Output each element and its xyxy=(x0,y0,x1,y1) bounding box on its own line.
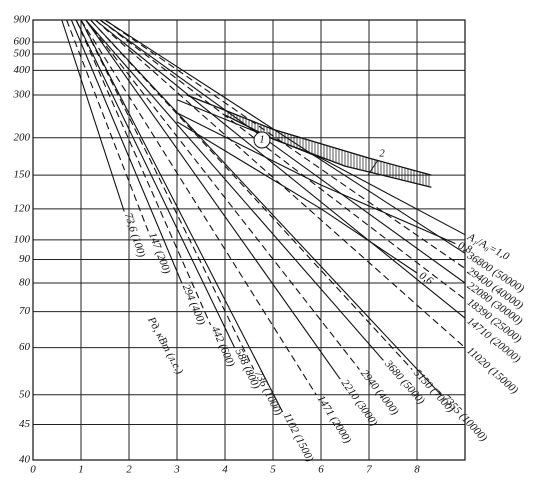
data-line xyxy=(85,19,341,380)
data-line xyxy=(80,19,284,413)
y-tick-label: 400 xyxy=(14,64,31,76)
y-tick-label: 40 xyxy=(19,454,31,466)
data-line xyxy=(85,19,360,370)
y-tick-label: 900 xyxy=(14,14,31,26)
data-line xyxy=(95,19,466,319)
data-line xyxy=(75,19,212,326)
annotation-circle xyxy=(253,131,271,149)
data-line xyxy=(66,19,149,232)
data-line xyxy=(80,19,317,396)
y-tick-label: 90 xyxy=(19,253,31,265)
data-line xyxy=(104,19,466,269)
y-tick-label: 120 xyxy=(14,202,31,214)
y-tick-label: 60 xyxy=(19,341,31,353)
x-tick-label: 2 xyxy=(126,464,132,476)
series-label: 0,8 xyxy=(456,240,474,257)
plot-frame xyxy=(32,19,466,461)
x-tick-label: 8 xyxy=(414,464,420,476)
data-line xyxy=(80,19,255,370)
data-line xyxy=(70,19,183,284)
x-tick-label: 7 xyxy=(366,464,372,476)
x-tick-label: 5 xyxy=(270,464,276,476)
data-line xyxy=(61,19,125,212)
annotation: 2 xyxy=(379,148,385,160)
y-tick-label: 300 xyxy=(13,89,31,101)
y-tick-label: 150 xyxy=(14,169,31,181)
data-line xyxy=(176,121,418,274)
y-tick-label: 80 xyxy=(19,276,31,288)
data-line xyxy=(176,112,456,245)
x-tick-label: 4 xyxy=(222,464,228,476)
y-tick-label: 200 xyxy=(14,131,31,143)
y-tick-label: 100 xyxy=(14,233,31,245)
x-tick-label: 0 xyxy=(30,464,36,476)
data-line xyxy=(176,99,466,236)
x-tick-label: 6 xyxy=(318,464,324,476)
data-line xyxy=(90,19,442,396)
annotation: 1 xyxy=(259,134,265,146)
annotation-leader xyxy=(367,159,379,176)
y-tick-label: 45 xyxy=(19,418,31,430)
x-tick-label: 3 xyxy=(173,464,180,476)
x-tick-label: 1 xyxy=(78,464,84,476)
y-tick-label: 500 xyxy=(14,48,31,60)
data-line xyxy=(85,19,384,361)
data-line xyxy=(104,19,466,254)
data-line xyxy=(99,19,466,284)
data-line xyxy=(75,19,236,348)
y-tick-label: 50 xyxy=(19,388,31,400)
y-tick-label: 70 xyxy=(19,305,31,317)
data-line xyxy=(90,19,413,370)
y-tick-label: 600 xyxy=(14,36,31,48)
